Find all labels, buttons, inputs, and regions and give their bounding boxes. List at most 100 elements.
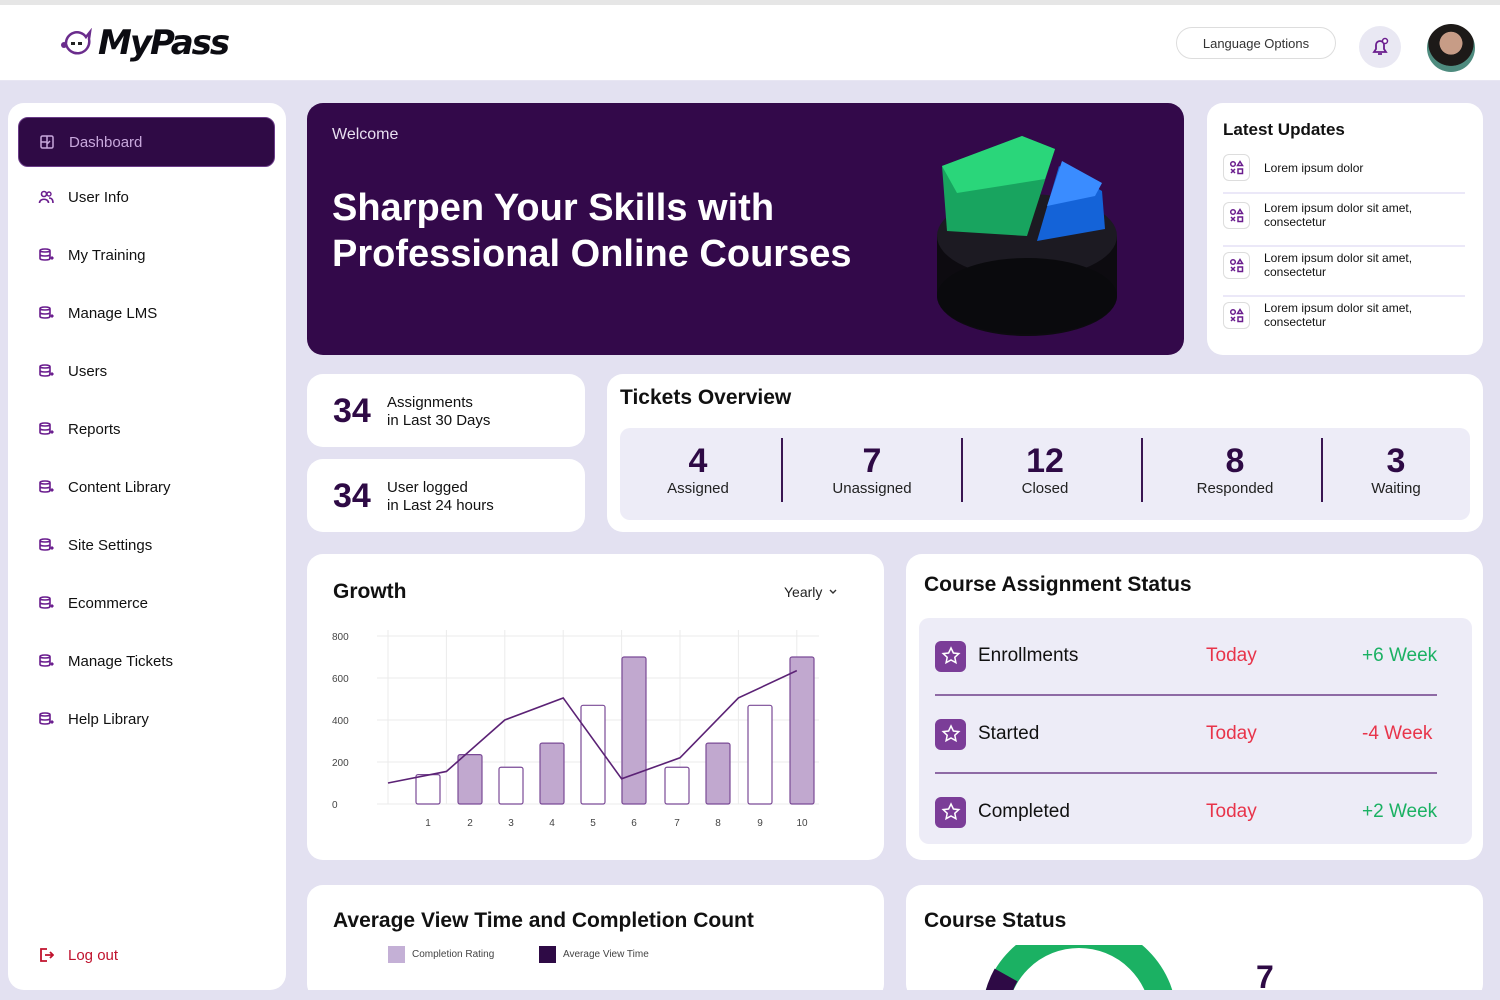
assignment-row-completed[interactable]: Completed Today +2 Week bbox=[935, 792, 1455, 832]
divider bbox=[1223, 245, 1465, 247]
update-item[interactable]: Lorem ipsum dolor sit amet, consectetur bbox=[1223, 201, 1467, 229]
shapes-icon bbox=[1223, 201, 1250, 229]
sidebar-item-users[interactable]: Users bbox=[18, 346, 275, 396]
avg-view-title: Average View Time and Completion Count bbox=[333, 909, 754, 932]
divider bbox=[1141, 438, 1143, 502]
logo[interactable]: MyPass bbox=[60, 23, 230, 63]
x-tick-label: 6 bbox=[631, 818, 637, 829]
sidebar-item-label: User Info bbox=[68, 188, 129, 206]
sidebar-item-label: Manage LMS bbox=[68, 304, 158, 322]
course-status-title: Course Status bbox=[924, 909, 1067, 932]
ticket-stat-waiting[interactable]: 3 Waiting bbox=[1326, 428, 1466, 520]
chevron-down-icon bbox=[829, 589, 837, 594]
pie-chart-illustration bbox=[937, 136, 1117, 336]
sidebar-item-my-training[interactable]: My Training bbox=[18, 230, 275, 280]
assignment-label: Enrollments bbox=[978, 645, 1079, 666]
course-status-value: 7 bbox=[1256, 959, 1274, 995]
ticket-label: Waiting bbox=[1371, 480, 1421, 497]
period-value: Yearly bbox=[784, 584, 823, 600]
ticket-label: Closed bbox=[1021, 480, 1069, 497]
ticket-stat-unassigned[interactable]: 7 Unassigned bbox=[802, 428, 942, 520]
sidebar-item-label: Ecommerce bbox=[68, 594, 149, 612]
sidebar-item-site-settings[interactable]: Site Settings bbox=[18, 520, 275, 570]
sidebar-item-label: Dashboard bbox=[69, 133, 143, 151]
course-status-card: Course Status 7 bbox=[906, 885, 1483, 1000]
sidebar-item-reports[interactable]: Reports bbox=[18, 404, 275, 454]
star-icon bbox=[935, 640, 966, 672]
ticket-stat-closed[interactable]: 12 Closed bbox=[975, 428, 1115, 520]
logout-label: Log out bbox=[68, 946, 119, 964]
latest-updates-title: Latest Updates bbox=[1223, 120, 1345, 139]
sidebar-item-manage-tickets[interactable]: Manage Tickets bbox=[18, 636, 275, 686]
database-icon bbox=[39, 538, 54, 551]
sidebar-item-label: My Training bbox=[68, 246, 146, 264]
legend-swatch bbox=[388, 946, 405, 963]
growth-title: Growth bbox=[333, 580, 407, 603]
dashboard-icon bbox=[40, 135, 54, 149]
update-text: Lorem ipsum dolor bbox=[1264, 160, 1364, 175]
database-icon bbox=[39, 248, 54, 261]
period-dropdown[interactable]: Yearly bbox=[784, 584, 838, 600]
ticket-count: 3 bbox=[1386, 442, 1406, 480]
assignment-when: Today bbox=[1206, 801, 1257, 822]
growth-chart: 0 200 400 600 800 1 2 3 4 5 6 7 8 9 10 bbox=[332, 630, 819, 829]
x-tick-label: 10 bbox=[796, 818, 808, 829]
y-tick-label: 600 bbox=[332, 674, 349, 685]
legend-average-view-time: Average View Time bbox=[539, 946, 649, 963]
update-item[interactable]: Lorem ipsum dolor bbox=[1223, 154, 1467, 181]
shapes-icon bbox=[1223, 301, 1250, 329]
logo-text: MyPass bbox=[98, 23, 230, 63]
sidebar-item-dashboard[interactable]: Dashboard bbox=[18, 117, 275, 167]
sidebar-item-help-library[interactable]: Help Library bbox=[18, 694, 275, 744]
user-avatar[interactable] bbox=[1427, 24, 1475, 72]
ticket-count: 12 bbox=[1026, 442, 1064, 480]
sidebar: Dashboard User Info My Training Manage LMS U… bbox=[8, 103, 286, 990]
tickets-title: Tickets Overview bbox=[620, 386, 792, 409]
ticket-stat-responded[interactable]: 8 Responded bbox=[1165, 428, 1305, 520]
x-tick-label: 4 bbox=[549, 818, 555, 829]
database-icon bbox=[39, 596, 54, 609]
update-text: Lorem ipsum dolor sit amet, consectetur bbox=[1264, 301, 1413, 329]
line-series bbox=[387, 669, 798, 784]
notifications-button[interactable] bbox=[1359, 26, 1401, 68]
assignment-label: Started bbox=[978, 723, 1040, 744]
sidebar-item-ecommerce[interactable]: Ecommerce bbox=[18, 578, 275, 628]
stat-users-logged: 34 User logged in Last 24 hours bbox=[307, 459, 585, 532]
assignment-row-started[interactable]: Started Today -4 Week bbox=[935, 714, 1455, 754]
bell-icon bbox=[1372, 37, 1389, 55]
legend-swatch bbox=[539, 946, 556, 963]
y-tick-label: 0 bbox=[332, 800, 338, 811]
sidebar-item-content-library[interactable]: Content Library bbox=[18, 462, 275, 512]
update-text: Lorem ipsum dolor sit amet, consectetur bbox=[1264, 251, 1413, 279]
divider bbox=[935, 694, 1437, 696]
legend-completion-rating: Completion Rating bbox=[388, 946, 494, 963]
users-icon bbox=[38, 190, 54, 204]
growth-card: Growth Yearly 0 200 400 600 800 1 2 3 4 5 6 7 8 9 10 bbox=[307, 554, 884, 860]
assignment-row-enrollments[interactable]: Enrollments Today +6 Week bbox=[935, 636, 1455, 676]
sidebar-item-manage-lms[interactable]: Manage LMS bbox=[18, 288, 275, 338]
header: MyPass Language Options bbox=[0, 5, 1500, 81]
stat-label: Assignments bbox=[387, 394, 473, 411]
ticket-label: Assigned bbox=[667, 480, 729, 497]
bar-3 bbox=[498, 766, 524, 805]
x-tick-label: 7 bbox=[674, 818, 680, 829]
update-item[interactable]: Lorem ipsum dolor sit amet, consectetur bbox=[1223, 251, 1467, 279]
course-assignment-title: Course Assignment Status bbox=[924, 573, 1192, 596]
update-text: Lorem ipsum dolor sit amet, consectetur bbox=[1264, 201, 1413, 229]
database-icon bbox=[39, 306, 54, 319]
mascot-icon bbox=[61, 28, 92, 55]
stat-assignments: 34 Assignments in Last 30 Days bbox=[307, 374, 585, 447]
sidebar-item-label: Reports bbox=[68, 420, 121, 438]
shapes-icon bbox=[1223, 154, 1250, 181]
logout-icon bbox=[40, 948, 54, 962]
x-tick-label: 5 bbox=[590, 818, 596, 829]
x-tick-label: 3 bbox=[508, 818, 514, 829]
language-options-button[interactable]: Language Options bbox=[1176, 27, 1336, 59]
x-tick-label: 2 bbox=[467, 818, 473, 829]
logout-button[interactable]: Log out bbox=[18, 930, 275, 980]
ticket-stat-assigned[interactable]: 4 Assigned bbox=[628, 428, 768, 520]
stat-sublabel: in Last 24 hours bbox=[387, 497, 494, 514]
update-item[interactable]: Lorem ipsum dolor sit amet, consectetur bbox=[1223, 301, 1467, 329]
sidebar-item-user-info[interactable]: User Info bbox=[18, 172, 275, 222]
ticket-count: 8 bbox=[1225, 442, 1245, 480]
